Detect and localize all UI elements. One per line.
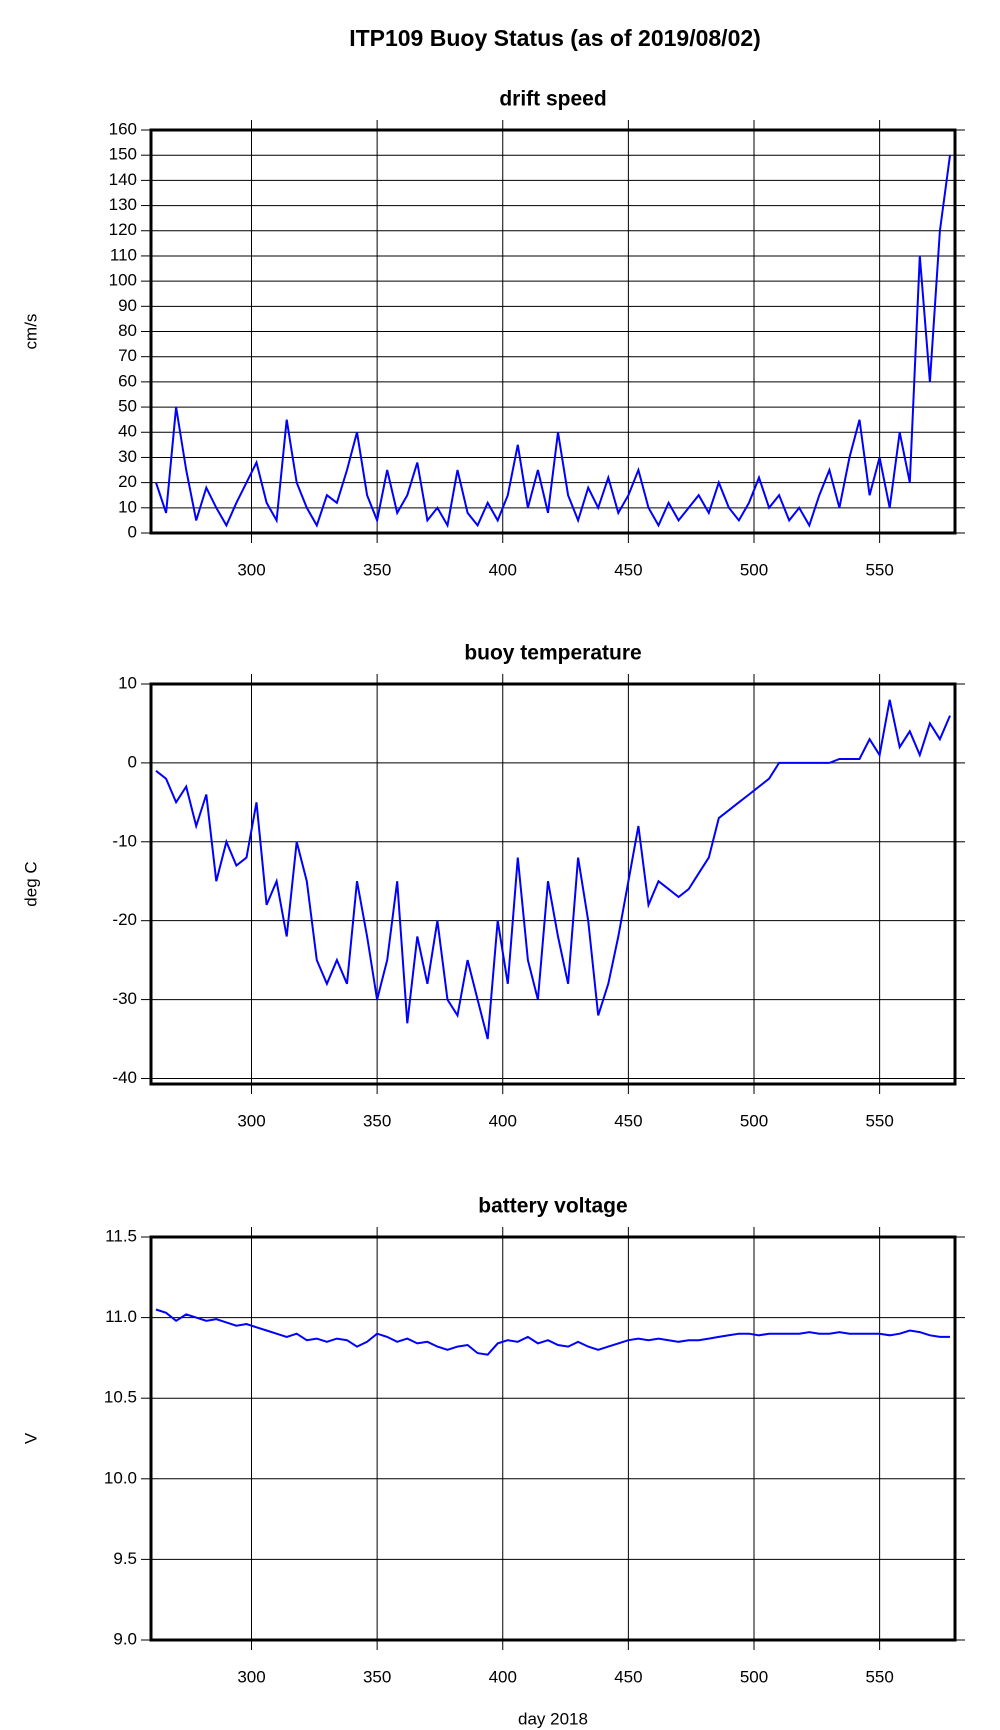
plot-frame <box>149 682 957 1086</box>
data-line <box>155 1308 950 1356</box>
chart-title: drift speed <box>499 88 606 111</box>
x-tick-label: 400 <box>489 560 517 579</box>
x-tick-label: 350 <box>363 560 391 579</box>
y-tick-label: 150 <box>109 145 137 164</box>
y-tick-label: 120 <box>109 220 137 239</box>
x-tick-label: 450 <box>614 1667 642 1686</box>
y-tick-label: -20 <box>112 910 137 929</box>
y-tick-label: 10.0 <box>104 1468 137 1487</box>
y-axis-label: cm/s <box>21 314 40 350</box>
x-tick-label: 500 <box>740 1667 768 1686</box>
x-tick-label: 450 <box>614 1111 642 1130</box>
x-tick-label: 350 <box>363 1111 391 1130</box>
plot-frame <box>149 1235 957 1642</box>
chart-title: battery voltage <box>478 1195 627 1218</box>
chart-title: buoy temperature <box>464 642 641 665</box>
y-axis-label: V <box>21 1432 40 1444</box>
y-axis-label: deg C <box>21 861 40 906</box>
y-tick-label: 30 <box>118 447 137 466</box>
y-tick-label: 90 <box>118 296 137 315</box>
y-tick-label: 50 <box>118 397 137 416</box>
x-tick-label: 450 <box>614 560 642 579</box>
y-tick-label: 110 <box>110 245 137 264</box>
y-tick-label: 0 <box>128 752 137 771</box>
page-title: ITP109 Buoy Status (as of 2019/08/02) <box>349 25 761 51</box>
data-line <box>155 155 951 529</box>
x-tick-label: 300 <box>237 560 265 579</box>
y-tick-label: 9.5 <box>113 1549 137 1568</box>
y-tick-label: 40 <box>118 422 137 441</box>
y-tick-label: 10 <box>118 673 137 692</box>
y-tick-label: 160 <box>109 119 137 138</box>
y-tick-label: 60 <box>118 371 137 390</box>
y-tick-label: 140 <box>109 170 137 189</box>
x-tick-label: 300 <box>237 1111 265 1130</box>
y-tick-label: -40 <box>112 1068 137 1087</box>
x-tick-label: 550 <box>865 1667 893 1686</box>
x-tick-label: 500 <box>740 1111 768 1130</box>
y-tick-label: 10.5 <box>104 1388 137 1407</box>
plot-frame <box>149 128 957 535</box>
y-tick-label: 130 <box>109 195 137 214</box>
y-tick-label: 11.0 <box>105 1307 137 1326</box>
x-axis-label: day 2018 <box>518 1709 588 1728</box>
y-tick-label: 70 <box>118 346 137 365</box>
y-tick-label: 100 <box>109 271 137 290</box>
y-tick-label: 0 <box>128 522 137 541</box>
y-tick-label: -30 <box>112 989 137 1008</box>
y-tick-label: 20 <box>118 472 137 491</box>
y-tick-label: 10 <box>118 497 137 516</box>
x-tick-label: 350 <box>363 1667 391 1686</box>
x-tick-label: 550 <box>865 1111 893 1130</box>
y-tick-label: 9.0 <box>113 1629 137 1648</box>
data-line <box>155 699 951 1040</box>
y-tick-label: 80 <box>118 321 137 340</box>
y-tick-label: 11.5 <box>105 1226 137 1245</box>
x-tick-label: 300 <box>237 1667 265 1686</box>
y-tick-label: -10 <box>112 831 137 850</box>
x-tick-label: 550 <box>865 560 893 579</box>
x-tick-label: 400 <box>489 1667 517 1686</box>
x-tick-label: 500 <box>740 560 768 579</box>
x-tick-label: 400 <box>489 1111 517 1130</box>
